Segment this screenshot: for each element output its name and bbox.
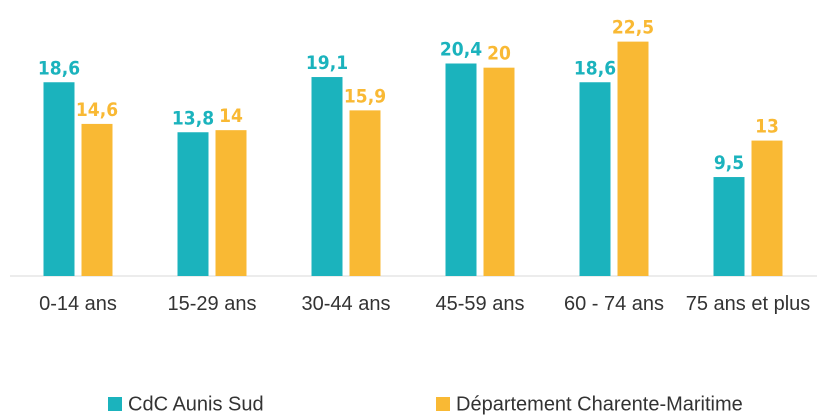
value-label: 13 xyxy=(755,116,779,138)
value-label: 9,5 xyxy=(714,152,744,174)
bar xyxy=(81,123,113,277)
bar xyxy=(43,82,75,276)
legend-label: Département Charente-Maritime xyxy=(456,393,743,415)
legend-swatch xyxy=(108,397,122,411)
bar xyxy=(445,63,477,276)
x-tick-label: 15-29 ans xyxy=(167,293,257,315)
x-tick-label: 30-44 ans xyxy=(301,293,391,315)
bar xyxy=(215,130,247,276)
x-tick-label: 0-14 ans xyxy=(39,293,117,315)
bar xyxy=(713,177,745,276)
legend-label: CdC Aunis Sud xyxy=(128,393,264,415)
value-label: 13,8 xyxy=(172,107,214,129)
bar xyxy=(617,41,649,276)
value-label: 22,5 xyxy=(612,17,654,39)
bar xyxy=(579,82,611,276)
value-label: 14,6 xyxy=(76,99,118,121)
value-label: 15,9 xyxy=(344,85,386,107)
value-label: 18,6 xyxy=(574,57,616,79)
x-tick-label: 75 ans et plus xyxy=(685,293,811,315)
legend-swatch xyxy=(436,397,450,411)
x-tick-label: 45-59 ans xyxy=(435,293,525,315)
x-tick-label: 60 - 74 ans xyxy=(563,293,665,315)
value-label: 20 xyxy=(487,43,511,65)
bar xyxy=(177,132,209,276)
value-label: 19,1 xyxy=(306,52,348,74)
bar xyxy=(349,110,381,276)
value-label: 18,6 xyxy=(38,57,80,79)
value-label: 20,4 xyxy=(440,39,482,61)
value-label: 14 xyxy=(219,105,243,127)
bar xyxy=(751,140,783,276)
bar xyxy=(311,77,343,277)
bar xyxy=(483,67,515,277)
